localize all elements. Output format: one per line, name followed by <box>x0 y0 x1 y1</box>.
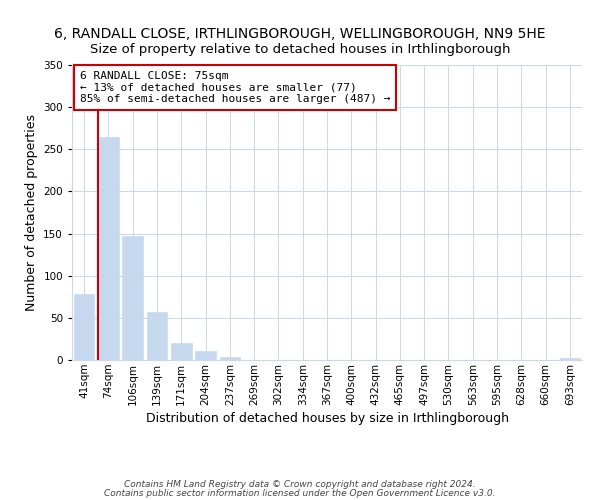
Bar <box>74 294 94 360</box>
Bar <box>98 136 119 360</box>
Text: Contains HM Land Registry data © Crown copyright and database right 2024.: Contains HM Land Registry data © Crown c… <box>124 480 476 489</box>
Bar <box>122 236 143 360</box>
Bar <box>195 350 216 360</box>
Bar <box>146 312 167 360</box>
X-axis label: Distribution of detached houses by size in Irthlingborough: Distribution of detached houses by size … <box>146 412 509 425</box>
Text: 6, RANDALL CLOSE, IRTHLINGBOROUGH, WELLINGBOROUGH, NN9 5HE: 6, RANDALL CLOSE, IRTHLINGBOROUGH, WELLI… <box>54 28 546 42</box>
Y-axis label: Number of detached properties: Number of detached properties <box>25 114 38 311</box>
Bar <box>560 358 580 360</box>
Text: Contains public sector information licensed under the Open Government Licence v3: Contains public sector information licen… <box>104 489 496 498</box>
Bar <box>220 358 240 360</box>
Bar <box>171 343 191 360</box>
Text: 6 RANDALL CLOSE: 75sqm
← 13% of detached houses are smaller (77)
85% of semi-det: 6 RANDALL CLOSE: 75sqm ← 13% of detached… <box>80 71 390 104</box>
Text: Size of property relative to detached houses in Irthlingborough: Size of property relative to detached ho… <box>90 42 510 56</box>
